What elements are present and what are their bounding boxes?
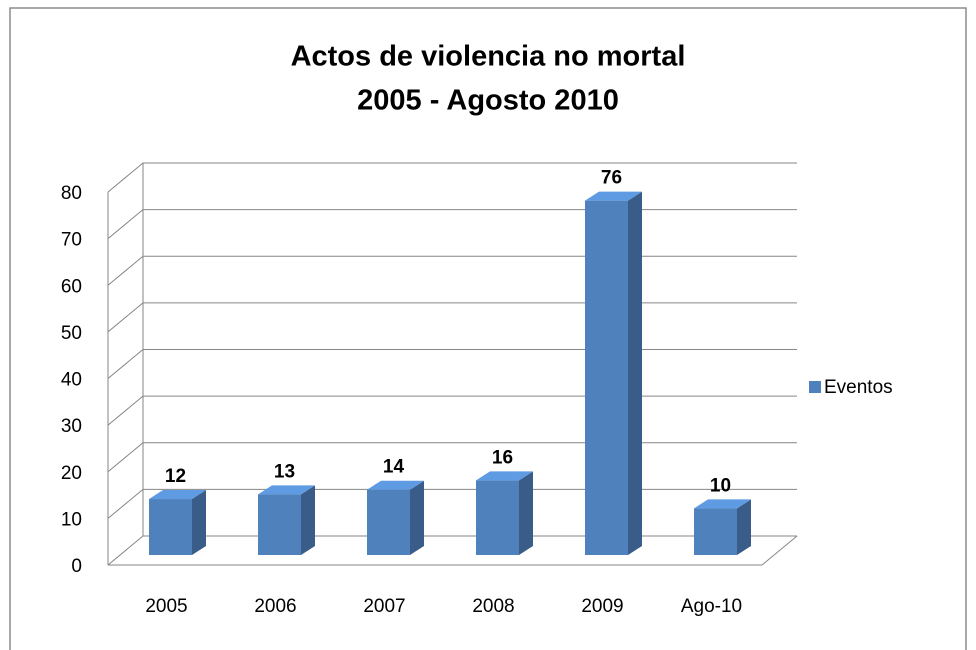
x-tick-label: 2009 bbox=[581, 596, 623, 617]
data-label: 16 bbox=[492, 447, 513, 468]
y-tick-label: 60 bbox=[61, 276, 82, 297]
bar bbox=[367, 489, 410, 555]
bar-side bbox=[628, 191, 642, 555]
bar-side bbox=[410, 480, 424, 555]
grid-line bbox=[107, 255, 797, 286]
legend-swatch bbox=[809, 381, 821, 393]
grid-line bbox=[107, 349, 797, 379]
bar-top bbox=[585, 191, 642, 201]
bar-side bbox=[301, 485, 315, 555]
bar-top bbox=[694, 499, 751, 509]
data-label: 13 bbox=[274, 461, 295, 482]
y-tick-label: 0 bbox=[71, 556, 82, 577]
grid-line bbox=[107, 442, 797, 473]
x-tick-label: 2006 bbox=[254, 596, 296, 617]
grid-line bbox=[107, 488, 797, 519]
y-tick-label: 10 bbox=[61, 509, 82, 530]
grid-line bbox=[107, 395, 797, 426]
legend-label: Eventos bbox=[824, 377, 893, 398]
x-tick-label: 2007 bbox=[363, 596, 405, 617]
bar-top bbox=[367, 480, 424, 490]
data-label: 10 bbox=[710, 475, 731, 496]
y-tick-label: 70 bbox=[61, 230, 82, 251]
grid-line bbox=[107, 302, 797, 333]
chart-border bbox=[9, 7, 967, 650]
data-label: 76 bbox=[601, 168, 622, 189]
y-tick-label: 20 bbox=[61, 463, 82, 484]
grid-line bbox=[107, 209, 797, 240]
bar-top bbox=[149, 490, 206, 500]
floor bbox=[108, 535, 798, 566]
data-label: 12 bbox=[165, 466, 186, 487]
y-tick-label: 80 bbox=[61, 183, 82, 204]
bar bbox=[258, 494, 301, 555]
y-tick-label: 30 bbox=[61, 416, 82, 437]
bar bbox=[149, 499, 192, 555]
y-tick-label: 40 bbox=[61, 370, 82, 391]
bar-side bbox=[737, 499, 751, 555]
bar bbox=[476, 480, 519, 555]
x-tick-label: 2005 bbox=[145, 596, 187, 617]
x-tick-label: Ago-10 bbox=[681, 596, 742, 617]
grid-line bbox=[107, 535, 797, 566]
data-label: 14 bbox=[383, 457, 405, 478]
y-tick-label: 50 bbox=[61, 323, 82, 344]
bar-side bbox=[192, 490, 206, 555]
chart-subtitle: 2005 - Agosto 2010 bbox=[357, 85, 619, 117]
grid-line bbox=[107, 162, 797, 193]
bar-top bbox=[476, 471, 533, 481]
bar bbox=[585, 200, 628, 555]
bar-side bbox=[519, 471, 533, 555]
chart-title: Actos de violencia no mortal bbox=[291, 41, 686, 73]
x-tick-label: 2008 bbox=[472, 596, 514, 617]
bar bbox=[694, 508, 737, 555]
bar-top bbox=[258, 485, 315, 495]
